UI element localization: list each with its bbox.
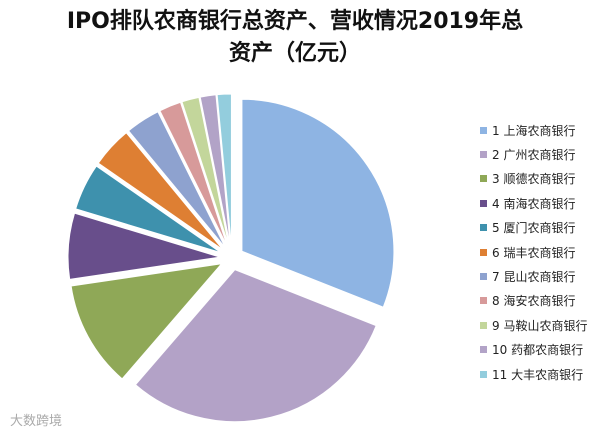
legend-label: 9 马鞍山农商银行: [492, 318, 588, 333]
legend-item-7: 7 昆山农商银行: [480, 264, 587, 288]
legend-swatch: [480, 297, 487, 305]
legend-label: 2 广州农商银行: [492, 148, 576, 163]
legend-swatch: [480, 370, 487, 378]
pie-slice-8: [159, 101, 228, 248]
legend-label: 11 大丰农商银行: [492, 367, 584, 382]
legend-label: 4 南海农商银行: [492, 196, 576, 211]
legend-swatch: [480, 175, 487, 183]
legend-swatch: [480, 126, 487, 134]
legend-item-5: 5 厦门农商银行: [480, 216, 587, 240]
legend-label: 1 上海农商银行: [492, 123, 576, 138]
legend-item-10: 10 药都农商银行: [480, 338, 587, 362]
pie-slice-7: [127, 111, 226, 249]
legend-label: 7 昆山农商银行: [492, 270, 576, 285]
legend-swatch: [480, 151, 487, 159]
legend-swatch: [480, 321, 487, 329]
pie-slice-3: [70, 263, 223, 380]
pie-slice-2: [134, 269, 377, 423]
pie-slice-1: [241, 98, 395, 308]
legend-label: 5 厦门农商银行: [492, 221, 576, 236]
legend-item-3: 3 顺德农商银行: [480, 167, 587, 191]
legend-item-1: 1 上海农商银行: [480, 118, 587, 142]
legend-swatch: [480, 273, 487, 281]
pie-slice-6: [97, 132, 224, 251]
pie-slice-4: [67, 212, 221, 280]
legend-label: 6 瑞丰农商银行: [492, 245, 576, 260]
watermark: 大数跨境: [10, 414, 63, 429]
legend-swatch: [480, 346, 487, 354]
pie-slice-5: [75, 165, 222, 254]
chart-title: IPO排队农商银行总资产、营收情况2019年总资产（亿元）: [66, 9, 524, 66]
legend-item-9: 9 马鞍山农商银行: [480, 313, 587, 337]
legend-item-4: 4 南海农商银行: [480, 191, 587, 215]
legend-swatch: [480, 199, 487, 207]
legend-label: 10 药都农商银行: [492, 343, 584, 358]
legend-item-2: 2 广州农商银行: [480, 142, 587, 166]
legend-label: 3 顺德农商银行: [492, 172, 576, 187]
legend-swatch: [480, 224, 487, 232]
legend-item-11: 11 大丰农商银行: [480, 362, 587, 386]
pie-slice-9: [181, 96, 230, 247]
legend-item-8: 8 海安农商银行: [480, 289, 587, 313]
pie-slice-10: [199, 94, 231, 247]
legend-item-6: 6 瑞丰农商银行: [480, 240, 587, 264]
pie-slice-11: [216, 93, 232, 247]
legend-swatch: [480, 248, 487, 256]
legend: 1 上海农商银行 2 广州农商银行 3 顺德农商银行 4 南海农商银行 5 厦门农商银行…: [480, 118, 587, 386]
legend-label: 8 海安农商银行: [492, 294, 576, 309]
